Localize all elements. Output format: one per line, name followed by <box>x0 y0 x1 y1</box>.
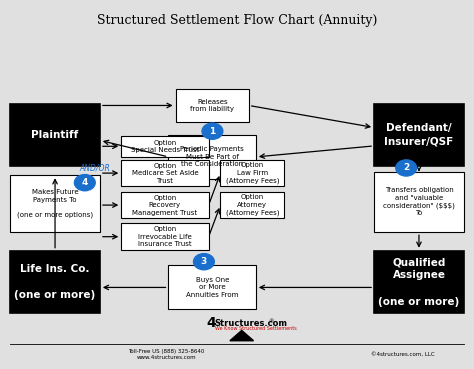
Text: www.4structures.com: www.4structures.com <box>137 355 196 360</box>
Text: Structures.com: Structures.com <box>215 319 288 328</box>
FancyBboxPatch shape <box>374 172 464 232</box>
Text: Buys One
or More
Annuities From: Buys One or More Annuities From <box>186 277 238 298</box>
Circle shape <box>202 123 223 139</box>
FancyBboxPatch shape <box>10 251 100 313</box>
Circle shape <box>396 160 417 176</box>
FancyBboxPatch shape <box>220 160 284 186</box>
Text: Defendant/
Insurer/QSF: Defendant/ Insurer/QSF <box>384 123 454 146</box>
FancyBboxPatch shape <box>220 192 284 218</box>
FancyBboxPatch shape <box>175 89 249 122</box>
Text: Option
Attorney
(Attorney Fees): Option Attorney (Attorney Fees) <box>226 194 279 216</box>
FancyBboxPatch shape <box>374 251 464 313</box>
Text: Releases
from liability: Releases from liability <box>190 99 234 112</box>
Text: We Know Structured Settlements: We Know Structured Settlements <box>215 326 297 331</box>
Text: Option
Recovery
Management Trust: Option Recovery Management Trust <box>132 194 198 215</box>
FancyBboxPatch shape <box>121 192 209 218</box>
FancyBboxPatch shape <box>10 104 100 166</box>
Polygon shape <box>230 331 254 341</box>
Text: Option
Medicare Set Aside
Trust: Option Medicare Set Aside Trust <box>132 163 198 184</box>
Text: 4: 4 <box>82 178 88 187</box>
Text: Plaintiff: Plaintiff <box>31 130 79 140</box>
Text: AND/OR: AND/OR <box>80 163 110 172</box>
Text: 1: 1 <box>210 127 216 136</box>
Text: Option
Irrevocable Life
Insurance Trust: Option Irrevocable Life Insurance Trust <box>138 226 192 247</box>
FancyBboxPatch shape <box>121 160 209 186</box>
Text: ©4structures.com, LLC: ©4structures.com, LLC <box>371 352 434 357</box>
FancyBboxPatch shape <box>168 135 256 179</box>
Text: Qualified
Assignee

(one or more): Qualified Assignee (one or more) <box>378 257 460 307</box>
Text: Toll-Free US (888) 325-8640: Toll-Free US (888) 325-8640 <box>128 349 204 354</box>
Text: 3: 3 <box>201 257 207 266</box>
Circle shape <box>74 175 95 191</box>
Text: Option
Special Needs Trust: Option Special Needs Trust <box>131 139 199 153</box>
Text: Periodic Payments
Must Be Part of
the Consideration: Periodic Payments Must Be Part of the Co… <box>180 146 244 168</box>
Circle shape <box>193 254 214 270</box>
Text: Life Ins. Co.

(one or more): Life Ins. Co. (one or more) <box>14 264 96 300</box>
Text: Makes Future
Payments To

(one or more options): Makes Future Payments To (one or more op… <box>17 189 93 218</box>
FancyBboxPatch shape <box>121 136 209 157</box>
Text: 4: 4 <box>206 317 216 331</box>
Text: Option
Law Firm
(Attorney Fees): Option Law Firm (Attorney Fees) <box>226 162 279 184</box>
Text: 2: 2 <box>403 163 410 172</box>
FancyBboxPatch shape <box>168 265 256 310</box>
Text: ®: ® <box>269 320 274 324</box>
Text: Transfers obligation
and "valuable
consideration" ($$$)
To: Transfers obligation and "valuable consi… <box>383 187 455 217</box>
FancyBboxPatch shape <box>10 175 100 232</box>
Text: Structured Settlement Flow Chart (Annuity): Structured Settlement Flow Chart (Annuit… <box>97 14 377 27</box>
FancyBboxPatch shape <box>374 104 464 166</box>
FancyBboxPatch shape <box>121 224 209 250</box>
